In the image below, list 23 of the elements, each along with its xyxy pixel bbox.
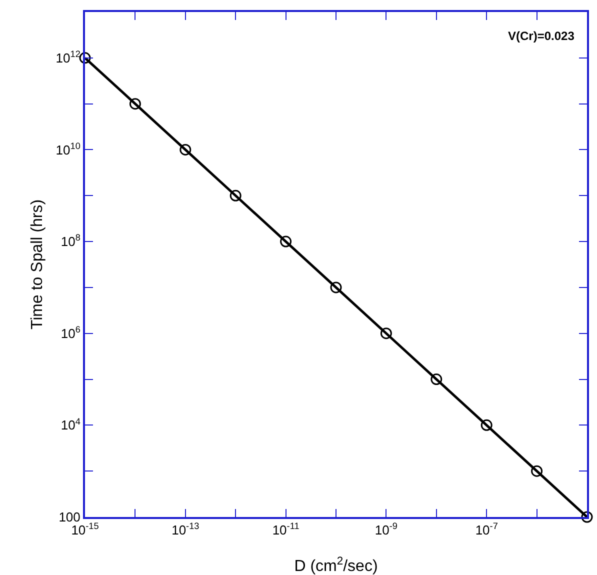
point [79, 52, 91, 64]
y-tick-label: 10$^{12}$ [56, 49, 80, 66]
point [480, 419, 492, 431]
y-tick-label: 10$^{10}$ [56, 140, 80, 158]
point [430, 374, 442, 386]
x-tick-label: 10$^{-7}$ [475, 521, 498, 538]
x-tick-label: 10$^{-13}$ [172, 521, 200, 538]
x-tick-label: 10$^{-11}$ [272, 521, 300, 538]
y-tick-label: 10$^{4}$ [60, 416, 80, 433]
y-axis-title: Time to Spall (hrs) [29, 199, 46, 330]
y-tick-label: 10$^{6}$ [60, 324, 80, 341]
point [330, 282, 342, 294]
point [531, 465, 543, 477]
point [280, 236, 292, 248]
x-axis-title: D (cm$^{2}$/sec) [294, 555, 378, 575]
x-tick-label: 10$^{-9}$ [374, 521, 398, 538]
y-tick-label: 10$^{8}$ [60, 232, 80, 250]
point [129, 98, 141, 110]
annotation: V(Cr)=0.023 [508, 29, 575, 43]
point [180, 144, 192, 156]
point [581, 511, 593, 523]
point [380, 328, 392, 340]
point [230, 190, 242, 202]
